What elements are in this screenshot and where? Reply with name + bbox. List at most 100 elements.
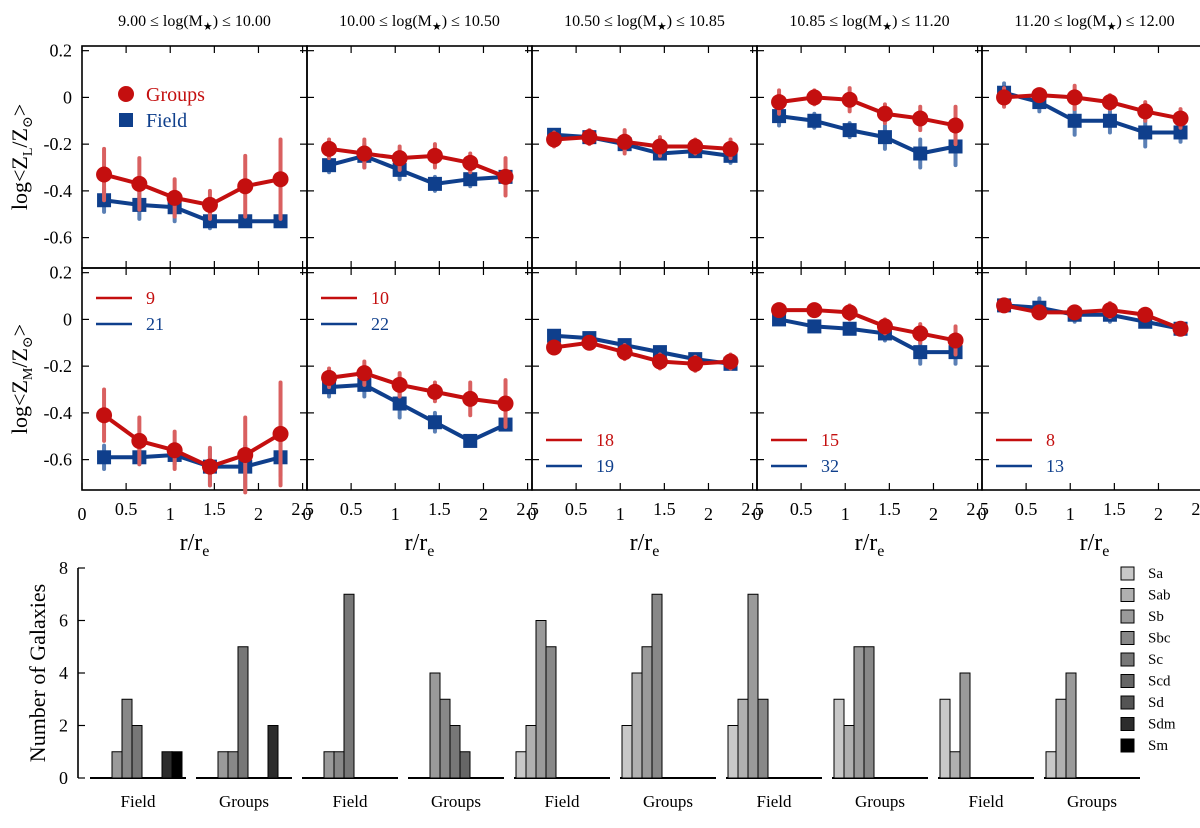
x-tick-label: 2 (1154, 504, 1163, 524)
x-tick-label: 2 (929, 504, 938, 524)
x-axis-label: r/re (855, 530, 885, 560)
hist-group-label: Groups (643, 792, 693, 811)
field-point (427, 415, 442, 430)
hist-bar-sc (343, 593, 355, 779)
groups-point (722, 140, 739, 157)
count-field: 19 (596, 456, 614, 476)
hist-group: Field (514, 620, 610, 811)
x-tick-label: 0 (753, 504, 762, 524)
x-tick-label: 1 (1066, 504, 1075, 524)
panel-frame (81, 45, 308, 269)
hist-y-tick-label: 4 (59, 663, 68, 683)
field-point (1067, 113, 1082, 128)
x-tick-label: 2 (254, 504, 263, 524)
groups-point (462, 154, 479, 171)
hist-group: Groups (1044, 672, 1140, 811)
groups-point (356, 145, 373, 162)
mass-bin-header: 11.20 ≤ log(M★) ≤ 12.00 (1014, 13, 1174, 33)
hist-bar-sdm (161, 751, 173, 779)
count-field: 32 (821, 456, 839, 476)
x-tick-label: 0.5 (340, 499, 363, 519)
legend-swatch (1120, 609, 1135, 624)
groups-point (912, 110, 929, 127)
field-point (1102, 113, 1117, 128)
groups-point (1137, 103, 1154, 120)
x-tick-label: 2.5 (966, 499, 989, 519)
groups-point (1101, 94, 1118, 111)
field-point (238, 214, 253, 229)
legend-swatch (1120, 674, 1135, 688)
hist-group-label: Field (121, 792, 156, 811)
hist-bar-sab (737, 698, 749, 779)
hist-bar-scd (459, 751, 471, 779)
hist-y-tick-label: 0 (59, 768, 68, 788)
legend-field-marker (119, 113, 133, 127)
hist-bar-sb (323, 751, 335, 779)
legend-label-sc: Sc (1148, 652, 1163, 668)
groups-point (806, 302, 823, 319)
groups-point (876, 318, 893, 335)
morphology-legend: Sa Sab Sb Sbc Sc Scd Sd Sdm Sm (1120, 566, 1176, 754)
field-point (913, 345, 928, 360)
x-tick-label: 1.5 (653, 499, 676, 519)
hist-group-label: Field (333, 792, 368, 811)
groups-point (841, 304, 858, 321)
hist-group: Field (726, 593, 822, 811)
hist-group-label: Field (545, 792, 580, 811)
groups-point (1172, 110, 1189, 127)
groups-point (201, 196, 218, 213)
x-tick-label: 1.5 (1103, 499, 1126, 519)
field-point (807, 319, 822, 334)
hist-group: Field (302, 593, 398, 811)
field-point (1173, 125, 1188, 140)
groups-point (426, 147, 443, 164)
legend-swatch (1120, 588, 1135, 602)
field-point (772, 109, 787, 124)
hist-group: Field (90, 698, 186, 811)
hist-bar-sab (949, 751, 961, 779)
hist-bar-sab (631, 672, 643, 779)
groups-point (497, 395, 514, 412)
hist-group-label: Groups (1067, 792, 1117, 811)
hist-bar-sb (217, 751, 229, 779)
groups-point (321, 140, 338, 157)
x-tick-label: 2.5 (516, 499, 539, 519)
field-point (463, 433, 478, 448)
groups-point (771, 302, 788, 319)
count-groups: 18 (596, 430, 614, 450)
x-tick-label: 1.5 (203, 499, 226, 519)
groups-point (272, 425, 289, 442)
groups-point (651, 353, 668, 370)
x-tick-label: 0.5 (790, 499, 813, 519)
legend-swatch (1120, 566, 1135, 581)
x-tick-label: 2.5 (1191, 499, 1200, 519)
x-axis-label: r/re (630, 530, 660, 560)
groups-point (616, 344, 633, 361)
groups-point (96, 407, 113, 424)
hist-bar-sa (515, 751, 527, 779)
profile-panel (756, 45, 983, 269)
mass-bin-header: 9.00 ≤ log(M★) ≤ 10.00 (118, 13, 271, 33)
groups-point (166, 189, 183, 206)
groups-point (426, 383, 443, 400)
field-point (463, 172, 478, 187)
profile-panel (81, 45, 308, 269)
hist-y-tick-label: 6 (59, 611, 68, 631)
legend-field-label: Field (146, 110, 187, 132)
panel-frame (981, 267, 1200, 491)
groups-point (546, 131, 563, 148)
field-point (948, 139, 963, 154)
groups-point (131, 432, 148, 449)
groups-point (996, 297, 1013, 314)
field-point (273, 214, 288, 229)
hist-group: Groups (408, 672, 504, 811)
hist-bar-sbc (121, 698, 133, 779)
mass-bin-header: 10.50 ≤ log(M★) ≤ 10.85 (564, 13, 725, 33)
y-tick-label: 0 (63, 87, 72, 107)
x-axis-label: r/re (1080, 530, 1110, 560)
hist-group-label: Groups (855, 792, 905, 811)
groups-point (1031, 304, 1048, 321)
mass-bin-header: 10.85 ≤ log(M★) ≤ 11.20 (789, 13, 949, 33)
hist-bar-sc (449, 725, 461, 779)
